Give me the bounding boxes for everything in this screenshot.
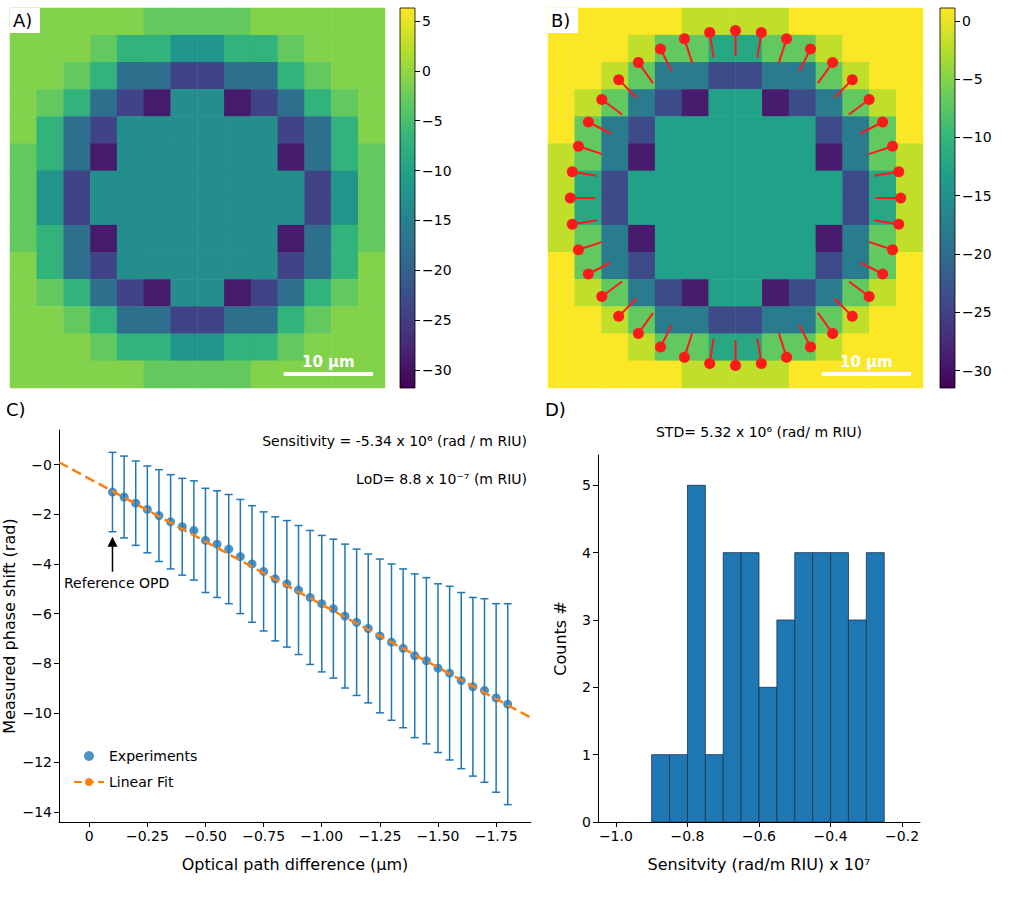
svg-text:−5: −5 <box>962 71 983 87</box>
svg-text:5: 5 <box>582 477 591 493</box>
svg-text:−0.8: −0.8 <box>670 828 704 844</box>
svg-text:B): B) <box>551 10 570 31</box>
svg-text:−12: −12 <box>22 754 52 770</box>
svg-text:−30: −30 <box>962 363 992 379</box>
svg-text:D): D) <box>545 399 566 420</box>
svg-text:−1.75: −1.75 <box>475 828 518 844</box>
svg-text:Counts #: Counts # <box>551 601 570 675</box>
svg-text:−5: −5 <box>422 113 443 129</box>
svg-text:Reference OPD: Reference OPD <box>64 575 169 591</box>
svg-text:0: 0 <box>85 828 94 844</box>
svg-text:−14: −14 <box>22 804 52 820</box>
svg-text:−0.4: −0.4 <box>814 828 848 844</box>
svg-text:−0.2: −0.2 <box>885 828 919 844</box>
svg-text:−0.75: −0.75 <box>242 828 285 844</box>
svg-text:−2: −2 <box>31 506 52 522</box>
svg-text:10 µm: 10 µm <box>840 353 893 371</box>
svg-text:−1.00: −1.00 <box>300 828 343 844</box>
svg-text:Optical path difference (µm): Optical path difference (µm) <box>182 855 409 874</box>
svg-text:Sensitvity (rad/m RIU) x 10⁷: Sensitvity (rad/m RIU) x 10⁷ <box>648 855 871 874</box>
svg-text:1: 1 <box>582 747 591 763</box>
svg-text:−10: −10 <box>962 129 992 145</box>
svg-text:−20: −20 <box>422 262 452 278</box>
svg-text:−0.50: −0.50 <box>184 828 227 844</box>
svg-text:−8: −8 <box>31 655 52 671</box>
svg-text:C): C) <box>6 399 26 420</box>
svg-text:0: 0 <box>422 63 431 79</box>
svg-text:−20: −20 <box>962 246 992 262</box>
svg-text:STD= 5.32 x 10⁶ (rad/ m RIU): STD= 5.32 x 10⁶ (rad/ m RIU) <box>656 424 862 440</box>
svg-text:Experiments: Experiments <box>109 748 197 764</box>
svg-text:LoD= 8.8 x 10⁻⁷ (m RIU): LoD= 8.8 x 10⁻⁷ (m RIU) <box>356 471 527 487</box>
svg-text:0: 0 <box>582 814 591 830</box>
svg-text:−0.25: −0.25 <box>126 828 169 844</box>
svg-text:−1.25: −1.25 <box>358 828 401 844</box>
svg-text:−15: −15 <box>422 212 452 228</box>
svg-text:A): A) <box>13 10 32 31</box>
svg-text:Sensitivity = -5.34 x 10⁶ (rad: Sensitivity = -5.34 x 10⁶ (rad / m RIU) <box>262 433 527 449</box>
svg-text:Linear Fit: Linear Fit <box>109 774 174 790</box>
svg-text:−25: −25 <box>422 312 452 328</box>
svg-text:−15: −15 <box>962 188 992 204</box>
svg-text:5: 5 <box>422 13 431 29</box>
svg-text:2: 2 <box>582 679 591 695</box>
svg-text:−6: −6 <box>31 606 52 622</box>
svg-text:−0.6: −0.6 <box>742 828 776 844</box>
svg-text:3: 3 <box>582 612 591 628</box>
svg-text:−1.0: −1.0 <box>599 828 633 844</box>
svg-text:−1.50: −1.50 <box>417 828 460 844</box>
svg-text:Measured phase shift (rad): Measured phase shift (rad) <box>0 518 19 733</box>
svg-text:10 µm: 10 µm <box>302 353 355 371</box>
svg-text:0: 0 <box>962 13 971 29</box>
svg-text:−4: −4 <box>31 556 52 572</box>
svg-text:−10: −10 <box>22 705 52 721</box>
svg-text:−0: −0 <box>31 457 52 473</box>
svg-text:−25: −25 <box>962 304 992 320</box>
svg-text:−10: −10 <box>422 163 452 179</box>
svg-text:4: 4 <box>582 545 591 561</box>
svg-text:−30: −30 <box>422 362 452 378</box>
